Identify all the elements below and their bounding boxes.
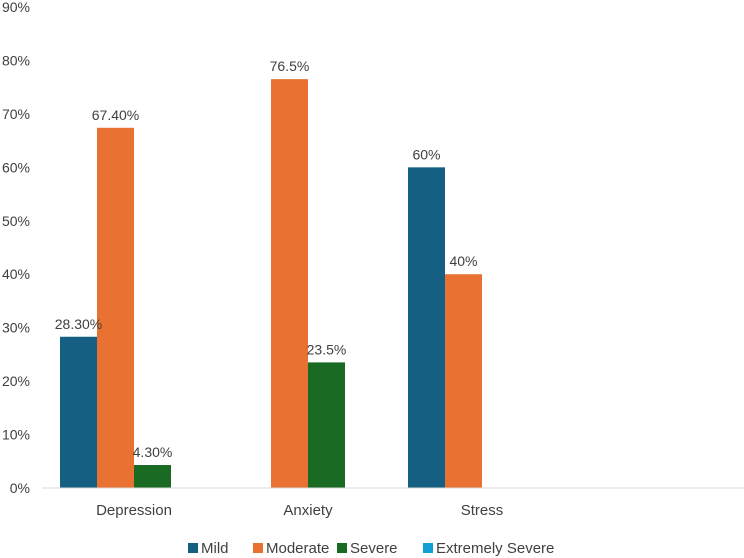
- legend-label: Severe: [350, 540, 398, 557]
- x-category-label: Stress: [461, 502, 504, 519]
- y-tick-label: 0%: [10, 480, 30, 496]
- y-tick-label: 20%: [2, 373, 30, 389]
- legend-swatch: [253, 543, 263, 553]
- legend-swatch: [423, 543, 433, 553]
- x-category-label: Depression: [96, 502, 172, 519]
- legend-label: Mild: [201, 540, 229, 557]
- bar-severe-depression: [134, 465, 171, 488]
- bar-moderate-stress: [445, 274, 482, 488]
- legend-label: Moderate: [266, 540, 329, 557]
- x-category-label: Anxiety: [283, 502, 333, 519]
- data-label: 76.5%: [270, 58, 310, 74]
- legend-item-moderate: Moderate: [253, 540, 329, 557]
- legend-label: Extremely Severe: [436, 540, 554, 557]
- legend-item-extremely-severe: Extremely Severe: [423, 540, 554, 557]
- y-tick-label: 10%: [2, 427, 30, 443]
- data-label: 23.5%: [307, 341, 347, 357]
- legend-item-mild: Mild: [188, 540, 229, 557]
- data-label: 67.40%: [92, 107, 139, 123]
- y-tick-label: 40%: [2, 266, 30, 282]
- bar-moderate-depression: [97, 127, 134, 488]
- data-label: 4.30%: [133, 444, 173, 460]
- data-label: 60%: [412, 146, 440, 162]
- legend-item-severe: Severe: [337, 540, 398, 557]
- data-label: 40%: [449, 253, 477, 269]
- bar-mild-depression: [60, 336, 97, 488]
- y-tick-label: 80%: [2, 52, 30, 68]
- x-axis-categories: Depression Anxiety Stress: [96, 502, 503, 519]
- legend: Mild Moderate Severe Extremely Severe: [188, 540, 554, 557]
- bars: [60, 79, 482, 489]
- y-tick-label: 70%: [2, 106, 30, 122]
- data-label: 28.30%: [55, 316, 102, 332]
- y-tick-label: 50%: [2, 213, 30, 229]
- legend-swatch: [337, 543, 347, 553]
- bar-severe-anxiety: [308, 362, 345, 488]
- y-tick-label: 60%: [2, 159, 30, 175]
- data-labels: 28.30% 60% 67.40% 76.5% 40% 4.30% 23.5%: [55, 58, 478, 460]
- y-tick-label: 90%: [2, 0, 30, 15]
- bar-moderate-anxiety: [271, 79, 308, 489]
- y-axis-ticks: 0% 10% 20% 30% 40% 50% 60% 70% 80% 90%: [2, 0, 30, 496]
- bar-mild-stress: [408, 167, 445, 489]
- y-tick-label: 30%: [2, 320, 30, 336]
- legend-swatch: [188, 543, 198, 553]
